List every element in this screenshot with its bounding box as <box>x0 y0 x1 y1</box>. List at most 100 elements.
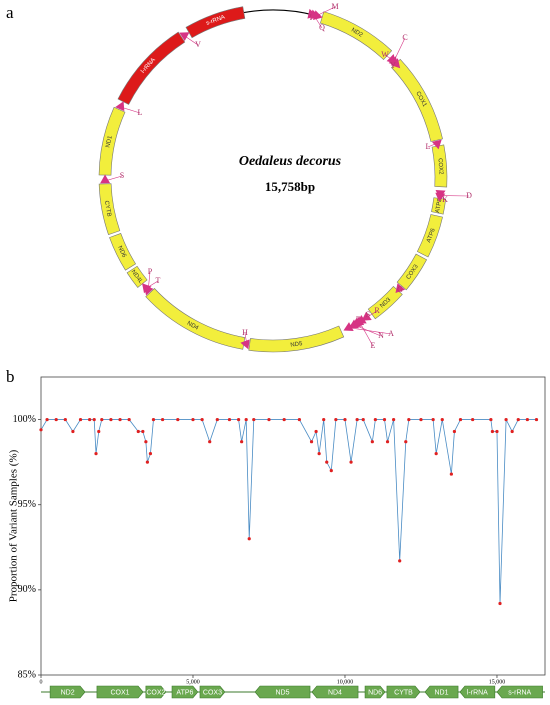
trna-leader <box>316 6 336 16</box>
gene-arrow <box>424 685 459 699</box>
data-point <box>236 417 241 422</box>
trna-label: T <box>156 276 161 285</box>
gene-track-label: COX2 <box>146 689 165 696</box>
data-point <box>495 429 499 434</box>
x-tick-label: 0 <box>40 679 43 685</box>
gene-arrow <box>199 685 226 699</box>
gene-arrow <box>171 685 199 699</box>
data-point <box>489 417 493 422</box>
data-point <box>118 417 122 422</box>
panel-label: b <box>6 367 15 386</box>
trna-label: E <box>371 341 376 350</box>
gene-track-label: ND2 <box>61 689 75 696</box>
trna-marker <box>348 319 359 329</box>
gene-track-label: ND1 <box>434 689 448 696</box>
trna-marker <box>115 101 125 112</box>
trna-label: C <box>402 33 407 42</box>
gene-label: ND5 <box>290 341 303 349</box>
gene-arc <box>396 253 428 291</box>
data-point <box>490 429 495 434</box>
trna-label: M <box>331 2 338 11</box>
gene-label: ND4 <box>186 321 200 332</box>
data-point <box>63 417 67 422</box>
data-point <box>534 417 539 422</box>
gene-track-label: s-rRNA <box>508 689 531 696</box>
trna-marker <box>142 283 152 294</box>
data-point <box>191 417 195 422</box>
gene-arc <box>109 233 137 271</box>
gene-arrow <box>311 685 359 699</box>
y-tick-label: 85% <box>18 669 36 680</box>
data-point <box>145 460 149 464</box>
gene-arc <box>319 11 393 60</box>
gene-arc <box>98 183 121 236</box>
gene-arc <box>126 265 148 288</box>
y-axis-label: Proportion of Variant Samples (%) <box>8 449 20 602</box>
data-point <box>392 417 396 422</box>
gene-track-label: ND5 <box>276 689 290 696</box>
data-point <box>78 417 83 422</box>
data-point <box>349 460 353 464</box>
trna-leader <box>349 327 392 335</box>
gene-label: ND2 <box>350 27 364 39</box>
data-point <box>215 417 219 422</box>
trna-label: D <box>466 191 472 200</box>
data-point <box>100 417 104 422</box>
gene-arc <box>248 325 345 353</box>
trna-marker <box>310 9 320 20</box>
trna-leader <box>359 321 374 347</box>
data-point <box>471 417 475 422</box>
data-point <box>525 417 529 422</box>
trna-marker <box>240 339 250 350</box>
data-point <box>325 460 329 464</box>
data-point <box>504 417 508 422</box>
data-point <box>94 452 98 456</box>
y-tick-label: 90% <box>18 584 36 595</box>
gene-arrow <box>496 685 543 699</box>
x-tick-label: 10,000 <box>337 679 354 685</box>
data-point <box>148 452 153 456</box>
data-point <box>407 417 411 422</box>
trna-label: S <box>120 171 124 180</box>
gene-arc <box>391 58 443 142</box>
gene-track-label: l-rRNA <box>467 689 488 696</box>
trna-marker <box>395 283 406 294</box>
data-point <box>227 417 232 422</box>
data-point <box>71 429 75 434</box>
trna-label: L <box>426 142 431 151</box>
data-point <box>109 417 113 422</box>
data-point <box>516 417 520 422</box>
trna-marker <box>353 316 365 326</box>
gene-track-label: ATP6 <box>176 689 193 696</box>
trna-marker <box>100 174 111 184</box>
gene-label: ND6 <box>116 245 127 259</box>
data-point <box>92 417 96 422</box>
data-point <box>127 417 131 422</box>
plot-frame <box>40 376 546 676</box>
gene-arrow <box>145 685 167 699</box>
y-tick-label: 100% <box>13 414 36 425</box>
data-point <box>176 417 180 422</box>
trna-label: R <box>374 306 380 315</box>
gene-arrow <box>459 685 496 699</box>
gene-label: ATP6 <box>426 227 437 243</box>
data-point <box>200 417 204 422</box>
data-point <box>334 417 338 422</box>
gene-track-label: COX3 <box>203 689 222 696</box>
data-point <box>240 440 244 444</box>
trna-label: L <box>138 108 143 117</box>
data-point <box>282 417 286 422</box>
data-point <box>322 417 326 422</box>
data-point <box>361 417 365 422</box>
data-point <box>141 429 145 434</box>
control-region <box>243 9 317 17</box>
data-point <box>267 417 271 422</box>
trna-marker <box>343 322 354 332</box>
data-point <box>449 472 453 476</box>
data-point <box>317 452 321 456</box>
data-point <box>97 429 101 434</box>
data-point <box>398 559 402 563</box>
x-tick-label: 15,000 <box>489 679 506 685</box>
data-point <box>252 417 256 422</box>
